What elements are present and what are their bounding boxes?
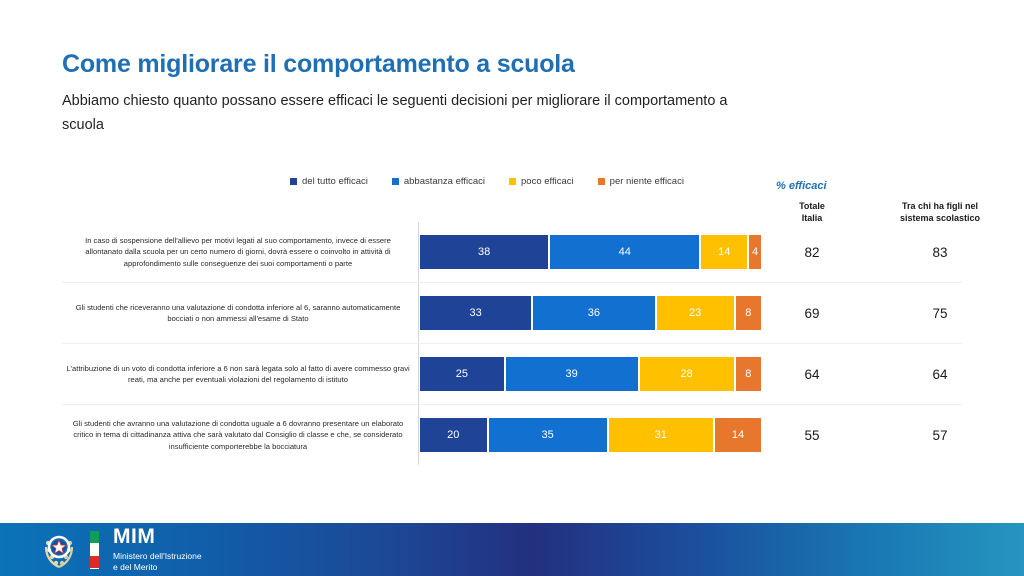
bar-segment-del-tutto-efficaci: 33: [419, 295, 533, 331]
value-axis-line: [418, 405, 419, 465]
footer-brand-acronym: MIM: [113, 524, 156, 548]
chart-legend: del tutto efficaci abbastanza efficaci p…: [290, 176, 684, 187]
value-axis-line: [418, 344, 419, 404]
bar-segment-del-tutto-efficaci: 38: [419, 234, 550, 270]
stacked-bar: 25 39 28 8: [419, 356, 762, 392]
stacked-bar: 38 44 14 4: [419, 234, 762, 270]
bar-segment-per-niente-efficaci: 8: [734, 356, 762, 392]
bar-segment-poco-efficaci: 14: [700, 234, 749, 270]
value-figli-sistema-scolastico: 83: [932, 244, 948, 260]
footer-brand-name-line2: e del Merito: [113, 562, 158, 572]
legend-label-2: poco efficaci: [521, 176, 574, 187]
footer-bar: MIM Ministero dell'Istruzione e del Meri…: [0, 523, 1024, 576]
chart-row: L'attribuzione di un voto di condotta in…: [62, 344, 962, 405]
bar-segment-del-tutto-efficaci: 20: [419, 417, 488, 453]
column-header-totale-italia-line2: Italia: [801, 213, 823, 224]
row-label: In caso di sospensione dell'allievo per …: [85, 235, 391, 268]
value-axis-line: [418, 283, 419, 343]
bar-segment-per-niente-efficaci: 4: [748, 234, 762, 270]
value-axis-line: [418, 222, 419, 282]
legend-label-3: per niente efficaci: [609, 176, 684, 187]
value-totale-italia: 55: [804, 427, 820, 443]
legend-item-2: poco efficaci: [509, 176, 574, 187]
chart-container: del tutto efficaci abbastanza efficaci p…: [62, 176, 980, 476]
footer-brand-name: Ministero dell'Istruzione e del Merito: [113, 551, 202, 574]
bar-segment-abbastanza-efficaci: 39: [504, 356, 639, 392]
value-figli-sistema-scolastico: 57: [932, 427, 948, 443]
bar-segment-poco-efficaci: 23: [655, 295, 735, 331]
value-totale-italia: 64: [804, 366, 820, 382]
flag-white-band: [90, 543, 99, 556]
stacked-bar: 20 35 31 14: [419, 417, 762, 453]
bar-segment-abbastanza-efficaci: 35: [487, 417, 608, 453]
value-totale-italia: 69: [804, 305, 820, 321]
legend-label-0: del tutto efficaci: [302, 176, 368, 187]
value-figli-sistema-scolastico: 75: [932, 305, 948, 321]
chart-row: In caso di sospensione dell'allievo per …: [62, 222, 962, 283]
value-figli-sistema-scolastico: 64: [932, 366, 948, 382]
page-subtitle: Abbiamo chiesto quanto possano essere ef…: [62, 93, 728, 133]
pct-efficaci-header: % efficaci: [776, 180, 827, 192]
footer-brand-name-line1: Ministero dell'Istruzione: [113, 550, 202, 561]
legend-item-3: per niente efficaci: [597, 176, 684, 187]
legend-item-1: abbastanza efficaci: [391, 176, 486, 187]
column-header-totale-italia: Totale Italia: [762, 200, 862, 224]
italian-flag-stripe-icon: [90, 530, 99, 569]
row-label: Gli studenti che avranno una valutazione…: [72, 418, 404, 451]
legend-swatch-icon-3: [597, 178, 605, 185]
emblem-repubblica-italiana-icon: [42, 531, 76, 569]
column-header-figli-line1: Tra chi ha figli nel: [901, 201, 979, 211]
bar-segment-poco-efficaci: 31: [607, 417, 714, 453]
chart-rows: In caso di sospensione dell'allievo per …: [62, 222, 962, 465]
flag-red-band: [90, 555, 99, 569]
page-title: Come migliorare il comportamento a scuol…: [62, 50, 575, 78]
legend-swatch-icon-0: [290, 178, 297, 185]
footer-brand: MIM Ministero dell'Istruzione e del Meri…: [113, 526, 202, 574]
column-header-totale-italia-line1: Totale: [799, 201, 825, 211]
bar-segment-del-tutto-efficaci: 25: [419, 356, 505, 392]
row-label: L'attribuzione di un voto di condotta in…: [66, 363, 410, 384]
chart-row: Gli studenti che riceveranno una valutaz…: [62, 283, 962, 344]
legend-swatch-icon-1: [391, 178, 399, 185]
row-label: Gli studenti che riceveranno una valutaz…: [75, 302, 401, 323]
bar-segment-abbastanza-efficaci: 36: [532, 295, 656, 331]
column-header-figli-line2: sistema scolastico: [899, 213, 981, 224]
stacked-bar: 33 36 23 8: [419, 295, 762, 331]
value-totale-italia: 82: [804, 244, 820, 260]
flag-green-band: [90, 530, 99, 544]
bar-segment-abbastanza-efficaci: 44: [549, 234, 701, 270]
bar-segment-per-niente-efficaci: 8: [734, 295, 762, 331]
legend-label-1: abbastanza efficaci: [403, 176, 486, 187]
chart-row: Gli studenti che avranno una valutazione…: [62, 405, 962, 465]
legend-item-0: del tutto efficaci: [290, 176, 368, 187]
bar-segment-per-niente-efficaci: 14: [713, 417, 762, 453]
column-header-figli-sistema-scolastico: Tra chi ha figli nel sistema scolastico: [870, 200, 1010, 224]
legend-swatch-icon-2: [509, 178, 517, 185]
bar-segment-poco-efficaci: 28: [638, 356, 735, 392]
